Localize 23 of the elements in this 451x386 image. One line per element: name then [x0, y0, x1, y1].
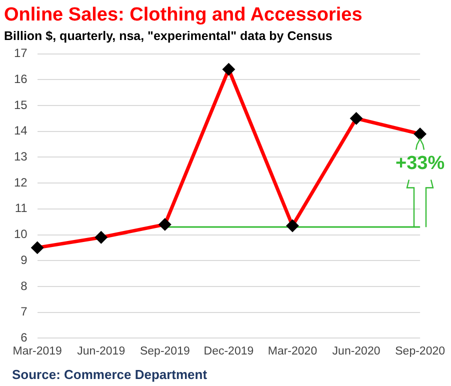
- y-tick-label: 15: [14, 98, 28, 112]
- x-tick-label: Mar-2019: [12, 345, 62, 358]
- x-tick-label: Sep-2020: [395, 345, 445, 358]
- y-tick-label: 7: [20, 304, 28, 319]
- y-tick-label: 9: [20, 252, 28, 267]
- chart-title: Online Sales: Clothing and Accessories: [4, 4, 362, 26]
- annotation: +33%: [396, 152, 445, 174]
- x-tick-label: Dec-2019: [204, 345, 254, 358]
- x-tick-label: Mar-2020: [268, 345, 318, 358]
- y-tick-label: 6: [20, 330, 28, 345]
- y-tick-label: 10: [14, 227, 28, 242]
- y-tick-label: 14: [14, 124, 28, 138]
- y-tick-label: 17: [14, 46, 28, 60]
- x-tick-label: Sep-2019: [140, 345, 190, 358]
- y-tick-label: 13: [14, 150, 28, 164]
- y-tick-label: 16: [14, 72, 28, 86]
- x-tick-label: Jun-2019: [77, 345, 126, 358]
- x-tick-label: Jun-2020: [332, 345, 380, 358]
- source-note: Source: Commerce Department: [12, 367, 208, 382]
- y-tick-label: 11: [14, 201, 28, 216]
- y-tick-label: 12: [14, 175, 28, 190]
- chart-subtitle: Billion $, quarterly, nsa, "experimental" data by Census: [4, 28, 332, 43]
- y-tick-label: 8: [20, 278, 28, 293]
